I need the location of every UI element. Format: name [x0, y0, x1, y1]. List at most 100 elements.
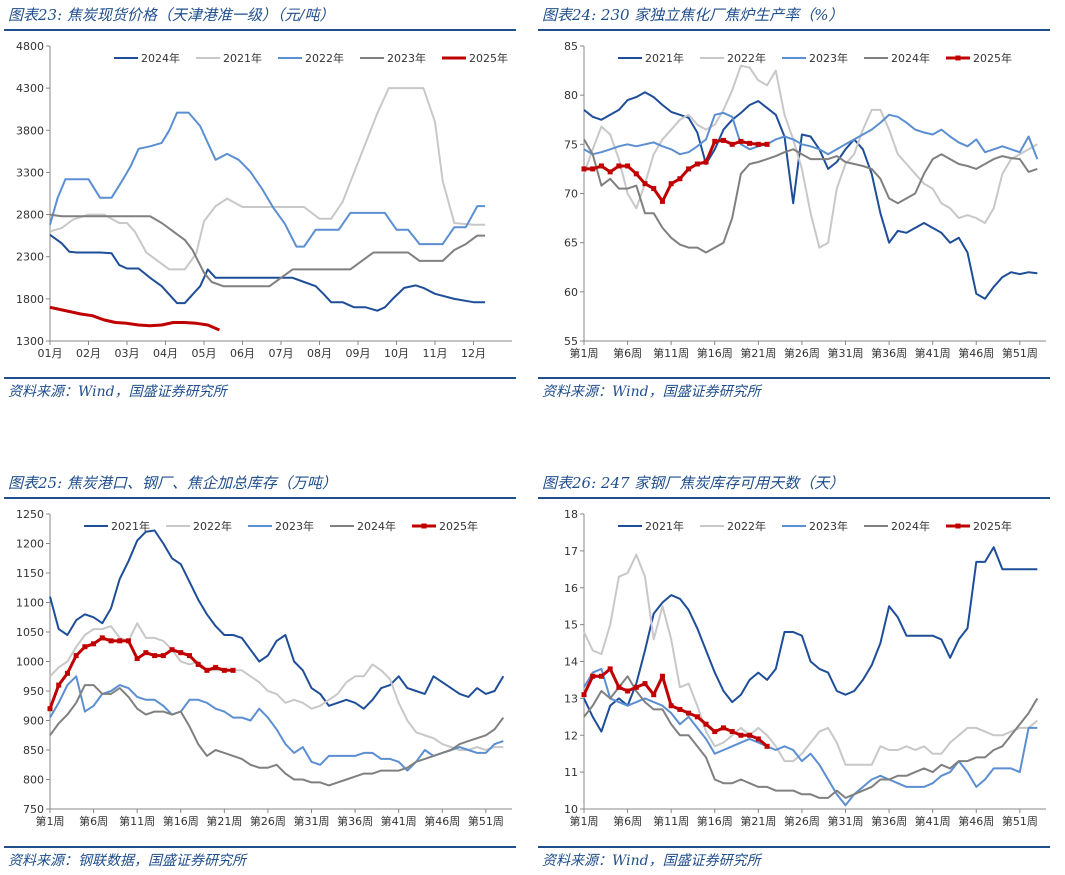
- legend-label: 2022年: [193, 519, 232, 533]
- chart-title: 图表25: 焦炭港口、钢厂、焦企加总库存（万吨）: [8, 474, 337, 492]
- x-tick-label: 第1周: [570, 346, 599, 360]
- series-point-2025年: [720, 137, 726, 143]
- series-point-2025年: [590, 673, 596, 679]
- y-tick-label: 950: [23, 685, 44, 698]
- legend-label: 2022年: [727, 51, 766, 65]
- series-point-2025年: [694, 714, 700, 720]
- x-tick-label: 12月: [461, 347, 486, 360]
- x-tick-label: 04月: [153, 347, 178, 360]
- series-line-2024年: [583, 138, 1038, 254]
- source-divider: [4, 846, 516, 848]
- series-point-2025年: [764, 743, 770, 749]
- series-point-2025年: [581, 166, 587, 172]
- x-tick-label: 第46周: [424, 814, 460, 828]
- series-point-2025年: [616, 163, 622, 169]
- x-tick-label: 第21周: [740, 346, 776, 360]
- legend-label: 2025年: [973, 51, 1012, 65]
- y-tick-label: 14: [564, 656, 578, 669]
- x-tick-label: 第36周: [871, 346, 907, 360]
- coke-days-chart: 10 11 12 13 14 15 16 17 18 第1周 第6周 第11周 第16周 第21周 第26周…: [564, 508, 1046, 828]
- legend-label: 2021年: [111, 519, 150, 533]
- x-tick-label: 第16周: [697, 346, 733, 360]
- series-line-2023年: [49, 675, 504, 772]
- series-point-2025年: [590, 166, 596, 172]
- series-line-2021年: [49, 529, 505, 710]
- series-point-2025年: [169, 647, 175, 653]
- chart-source: 资料来源：钢联数据，国盛证券研究所: [8, 853, 246, 869]
- x-tick-label: 05月: [192, 347, 217, 360]
- x-tick-label: 第6周: [613, 814, 642, 828]
- title-divider: [538, 497, 1050, 499]
- x-tick-label: 09月: [346, 347, 371, 360]
- x-tick-label: 03月: [115, 347, 140, 360]
- series-line-2025年: [48, 636, 234, 710]
- x-tick-label: 第31周: [294, 814, 330, 828]
- series-point-2025年: [668, 181, 674, 187]
- chart-source: 资料来源：Wind，国盛证券研究所: [8, 384, 227, 400]
- y-tick-label: 60: [564, 286, 578, 299]
- series-point-2025年: [143, 650, 149, 656]
- x-tick-label: 第21周: [740, 814, 776, 828]
- x-tick-label: 第36周: [871, 814, 907, 828]
- legend-label: 2024年: [357, 519, 396, 533]
- x-tick-label: 01月: [38, 347, 63, 360]
- series-line-2023年: [49, 213, 486, 288]
- legend-label: 2022年: [727, 519, 766, 533]
- series-point-2025年: [686, 710, 692, 716]
- x-tick-label: 第41周: [915, 346, 951, 360]
- chart-panel-coke-days: 图表26: 247 家钢厂焦炭库存可用天数（天） 10 11 12 13 14 15 16 1…: [538, 472, 1050, 872]
- series-line-2022年: [49, 111, 486, 248]
- series-point-2025年: [607, 169, 613, 175]
- x-tick-label: 第31周: [828, 346, 864, 360]
- legend-label: 2023年: [809, 51, 848, 65]
- x-tick-label: 第51周: [1002, 814, 1038, 828]
- legend-label: 2023年: [275, 519, 314, 533]
- series-point-2025年: [186, 653, 192, 659]
- chart-title: 图表24: 230 家独立焦化厂焦炉生产率（%）: [542, 6, 844, 24]
- x-tick-label: 第21周: [206, 814, 242, 828]
- y-tick-label: 11: [564, 766, 578, 779]
- legend-label: 2021年: [645, 51, 684, 65]
- series-point-2025年: [747, 140, 753, 146]
- series-line-2024年: [49, 233, 486, 312]
- legend-marker: [421, 523, 427, 529]
- x-tick-label: 第26周: [784, 346, 820, 360]
- x-tick-label: 第11周: [653, 346, 689, 360]
- y-tick-label: 2300: [16, 251, 44, 264]
- x-tick-label: 第6周: [613, 346, 642, 360]
- coking-rate-chart: 55 60 65 70 75 80 85 第1周 第6周 第11周 第16周 第21周 第26周 第31周…: [564, 40, 1046, 360]
- series-point-2025年: [633, 171, 639, 177]
- series-point-2025年: [720, 725, 726, 731]
- series-point-2025年: [659, 673, 665, 679]
- x-tick-label: 第26周: [250, 814, 286, 828]
- x-tick-label: 第11周: [653, 814, 689, 828]
- y-tick-label: 900: [23, 715, 44, 728]
- series-line-2022年: [583, 64, 1038, 249]
- legend-label: 2021年: [645, 519, 684, 533]
- y-tick-label: 17: [564, 545, 578, 558]
- title-divider: [4, 497, 516, 499]
- series-point-2025年: [625, 163, 631, 169]
- series-point-2025年: [134, 656, 140, 662]
- series-point-2025年: [694, 161, 700, 167]
- series-point-2025年: [738, 138, 744, 144]
- series-point-2025年: [195, 661, 201, 667]
- y-tick-label: 15: [564, 619, 578, 632]
- series-point-2025年: [625, 688, 631, 694]
- y-tick-label: 3300: [16, 166, 44, 179]
- series-point-2025年: [598, 673, 604, 679]
- x-tick-label: 第36周: [337, 814, 373, 828]
- series-point-2025年: [668, 703, 674, 709]
- x-tick-label: 第1周: [570, 814, 599, 828]
- y-tick-label: 1250: [16, 508, 44, 521]
- legend-label: 2021年: [223, 51, 262, 65]
- y-tick-label: 1100: [16, 597, 44, 610]
- chart-panel-coke-inventory: 图表25: 焦炭港口、钢厂、焦企加总库存（万吨） 750 800 850 900 950…: [4, 472, 516, 872]
- series-point-2025年: [712, 138, 718, 144]
- legend-label: 2025年: [469, 51, 508, 65]
- source-divider: [538, 846, 1050, 848]
- y-tick-label: 3800: [16, 124, 44, 137]
- x-tick-label: 11月: [423, 347, 448, 360]
- y-tick-label: 75: [564, 138, 578, 151]
- series-point-2025年: [651, 186, 657, 192]
